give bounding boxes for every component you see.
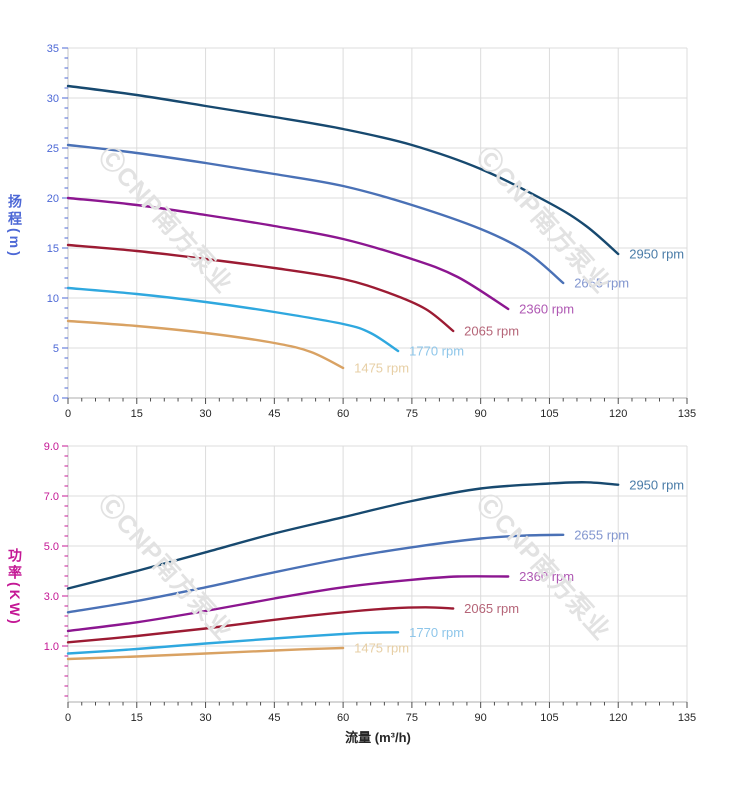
power-curve-2950-rpm bbox=[66, 481, 620, 590]
x-tick-label: 0 bbox=[65, 712, 71, 724]
head-series-label-2360-rpm: 2360 rpm bbox=[519, 302, 574, 317]
power-x-ticks: 0 15 30 45 60 75 90 105 120 135 bbox=[65, 702, 696, 724]
x-tick-label: 120 bbox=[609, 712, 627, 724]
x-tick-label: 45 bbox=[268, 408, 280, 420]
head-series-label-1475-rpm: 1475 rpm bbox=[354, 361, 409, 376]
y-tick-label: 7.0 bbox=[44, 491, 59, 503]
power-y-ticks: 1.0 3.0 5.0 7.0 9.0 bbox=[44, 441, 68, 697]
head-curve-2950-rpm bbox=[66, 84, 620, 256]
x-tick-label: 105 bbox=[540, 712, 558, 724]
power-series-label-2950-rpm: 2950 rpm bbox=[629, 477, 684, 492]
head-y-axis-title: 扬程(m) bbox=[7, 194, 23, 259]
y-tick-label: 30 bbox=[47, 93, 59, 105]
head-curve-2360-rpm bbox=[66, 196, 510, 311]
head-series-label-2655-rpm: 2655 rpm bbox=[574, 276, 629, 291]
y-tick-label: 10 bbox=[47, 293, 59, 305]
x-tick-label: 60 bbox=[337, 408, 349, 420]
x-tick-label: 15 bbox=[131, 712, 143, 724]
head-curve-2655-rpm bbox=[66, 143, 565, 285]
x-tick-label: 135 bbox=[678, 712, 696, 724]
power-curve-2065-rpm bbox=[66, 606, 455, 644]
power-series-label-1770-rpm: 1770 rpm bbox=[409, 625, 464, 640]
y-tick-label: 20 bbox=[47, 193, 59, 205]
y-tick-label: 25 bbox=[47, 143, 59, 155]
power-series-label-2655-rpm: 2655 rpm bbox=[574, 527, 629, 542]
head-gridlines bbox=[68, 47, 688, 398]
x-tick-label: 135 bbox=[678, 408, 696, 420]
head-curve-1770-rpm bbox=[66, 286, 400, 353]
head-curve-1475-rpm bbox=[66, 319, 345, 370]
power-curve-1770-rpm bbox=[66, 631, 400, 655]
y-tick-label: 3.0 bbox=[44, 591, 59, 603]
y-tick-label: 15 bbox=[47, 243, 59, 255]
y-tick-label: 9.0 bbox=[44, 441, 59, 453]
x-tick-label: 45 bbox=[268, 712, 280, 724]
x-tick-label: 75 bbox=[406, 712, 418, 724]
x-tick-label: 15 bbox=[131, 408, 143, 420]
x-tick-label: 0 bbox=[65, 408, 71, 420]
y-tick-label: 5 bbox=[53, 343, 59, 355]
x-tick-label: 60 bbox=[337, 712, 349, 724]
x-tick-label: 30 bbox=[199, 408, 211, 420]
x-tick-label: 90 bbox=[475, 408, 487, 420]
head-series-label-2950-rpm: 2950 rpm bbox=[629, 247, 684, 262]
y-tick-label: 5.0 bbox=[44, 541, 59, 553]
power-curve-2360-rpm bbox=[66, 575, 510, 633]
power-series-label-2360-rpm: 2360 rpm bbox=[519, 569, 574, 584]
head-curve-2065-rpm bbox=[66, 243, 455, 333]
x-tick-label: 120 bbox=[609, 408, 627, 420]
x-tick-label: 105 bbox=[540, 408, 558, 420]
power-series-label-2065-rpm: 2065 rpm bbox=[464, 601, 519, 616]
head-chart: 0 15 30 45 60 75 90 105 120 135 0 5 10 15 20 25 30 35 2950… bbox=[47, 43, 696, 420]
y-tick-label: 1.0 bbox=[44, 641, 59, 653]
flow-x-axis-title: 流量 (m³/h) bbox=[345, 730, 411, 745]
head-series-label-2065-rpm: 2065 rpm bbox=[464, 324, 519, 339]
power-curve-2655-rpm bbox=[66, 533, 565, 614]
y-tick-label: 0 bbox=[53, 393, 59, 405]
head-y-ticks: 0 5 10 15 20 25 30 35 bbox=[47, 43, 68, 405]
power-chart: 0 15 30 45 60 75 90 105 120 135 1.0 3.0 5.0 7.0 9.0 295… bbox=[44, 441, 696, 724]
power-y-axis-title: 功率(KW) bbox=[7, 548, 23, 627]
x-tick-label: 75 bbox=[406, 408, 418, 420]
head-series-label-1770-rpm: 1770 rpm bbox=[409, 344, 464, 359]
x-tick-label: 30 bbox=[199, 712, 211, 724]
y-tick-label: 35 bbox=[47, 43, 59, 55]
power-series-label-1475-rpm: 1475 rpm bbox=[354, 641, 409, 656]
head-x-ticks: 0 15 30 45 60 75 90 105 120 135 bbox=[65, 398, 696, 420]
power-curve-1475-rpm bbox=[66, 646, 345, 661]
x-tick-label: 90 bbox=[475, 712, 487, 724]
power-gridlines bbox=[68, 445, 688, 702]
